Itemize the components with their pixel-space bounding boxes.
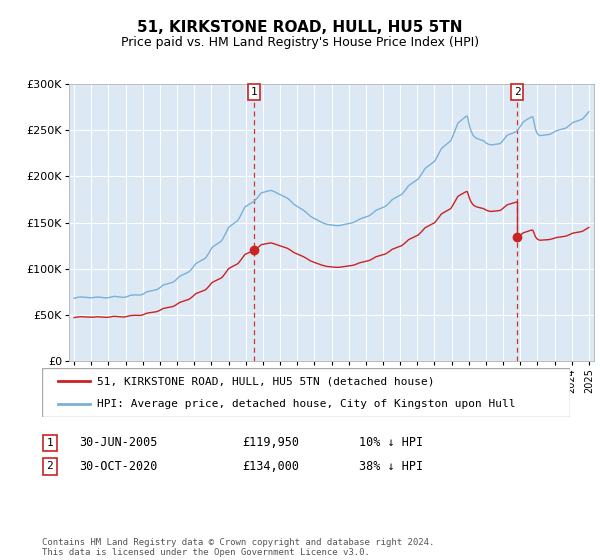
Text: £134,000: £134,000 [242,460,299,473]
Text: HPI: Average price, detached house, City of Kingston upon Hull: HPI: Average price, detached house, City… [97,399,516,409]
Text: Contains HM Land Registry data © Crown copyright and database right 2024.
This d: Contains HM Land Registry data © Crown c… [42,538,434,557]
Text: 2: 2 [47,461,53,472]
Text: 38% ↓ HPI: 38% ↓ HPI [359,460,423,473]
Text: 30-JUN-2005: 30-JUN-2005 [79,436,157,450]
Text: 51, KIRKSTONE ROAD, HULL, HU5 5TN (detached house): 51, KIRKSTONE ROAD, HULL, HU5 5TN (detac… [97,376,435,386]
Text: 30-OCT-2020: 30-OCT-2020 [79,460,157,473]
FancyBboxPatch shape [42,368,570,417]
Text: 1: 1 [47,438,53,448]
Text: 51, KIRKSTONE ROAD, HULL, HU5 5TN: 51, KIRKSTONE ROAD, HULL, HU5 5TN [137,20,463,35]
Text: 2: 2 [514,87,521,97]
Text: £119,950: £119,950 [242,436,299,450]
Text: Price paid vs. HM Land Registry's House Price Index (HPI): Price paid vs. HM Land Registry's House … [121,36,479,49]
Text: 10% ↓ HPI: 10% ↓ HPI [359,436,423,450]
Text: 1: 1 [251,87,257,97]
